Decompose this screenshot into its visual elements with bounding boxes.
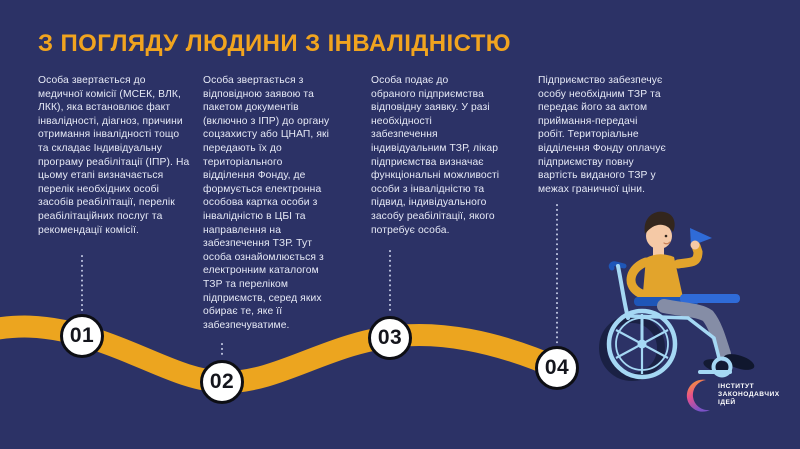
step-marker-03: 03 xyxy=(368,316,412,360)
step-number-02: 02 xyxy=(209,370,235,393)
step-marker-02: 02 xyxy=(200,360,244,404)
step-number-01: 01 xyxy=(69,324,95,347)
logo-line-3: ІДЕЙ xyxy=(718,399,736,406)
page-title: З ПОГЛЯДУ ЛЮДИНИ З ІНВАЛІДНІСТЮ xyxy=(38,30,511,57)
neck xyxy=(653,246,664,256)
shoe-back xyxy=(703,359,733,373)
step-2-description: Особа звертається з відповідною заявою т… xyxy=(203,75,330,331)
raised-arm xyxy=(673,241,703,269)
institute-logo-text: ІНСТИТУТ ЗАКОНОДАВЧИХ ІДЕЙ xyxy=(718,383,780,407)
caster-wheel xyxy=(711,356,733,378)
shoe-front xyxy=(723,354,755,370)
seat-bar xyxy=(680,294,740,303)
step-marker-04: 04 xyxy=(535,346,579,390)
eye xyxy=(664,234,668,238)
step-4-description: Підприємство забезпечує особу необхідним… xyxy=(538,75,666,195)
rear-wheel xyxy=(606,308,678,380)
legs xyxy=(657,299,731,361)
smile xyxy=(663,241,671,245)
crescent-logo-icon xyxy=(686,379,710,412)
step-1-description: Особа звертається до медичної комісії (М… xyxy=(38,75,190,236)
wheel-hub xyxy=(637,339,647,349)
hand xyxy=(690,240,700,250)
institute-logo: ІНСТИТУТ ЗАКОНОДАВЧИХ ІДЕЙ xyxy=(686,378,780,414)
backrest-post xyxy=(616,264,630,320)
step-marker-01: 01 xyxy=(60,314,104,358)
step-number-04: 04 xyxy=(544,356,570,379)
logo-line-2: ЗАКОНОДАВЧИХ xyxy=(718,391,780,398)
hair xyxy=(644,211,675,234)
step-number-03: 03 xyxy=(377,326,403,349)
akimbo-arm xyxy=(626,257,659,300)
step-3-description: Особа подає до обраного підприємства від… xyxy=(371,75,500,236)
push-handle xyxy=(608,261,627,271)
head xyxy=(646,223,672,249)
logo-line-1: ІНСТИТУТ xyxy=(718,383,755,390)
wheelchair-illustration xyxy=(599,211,755,381)
